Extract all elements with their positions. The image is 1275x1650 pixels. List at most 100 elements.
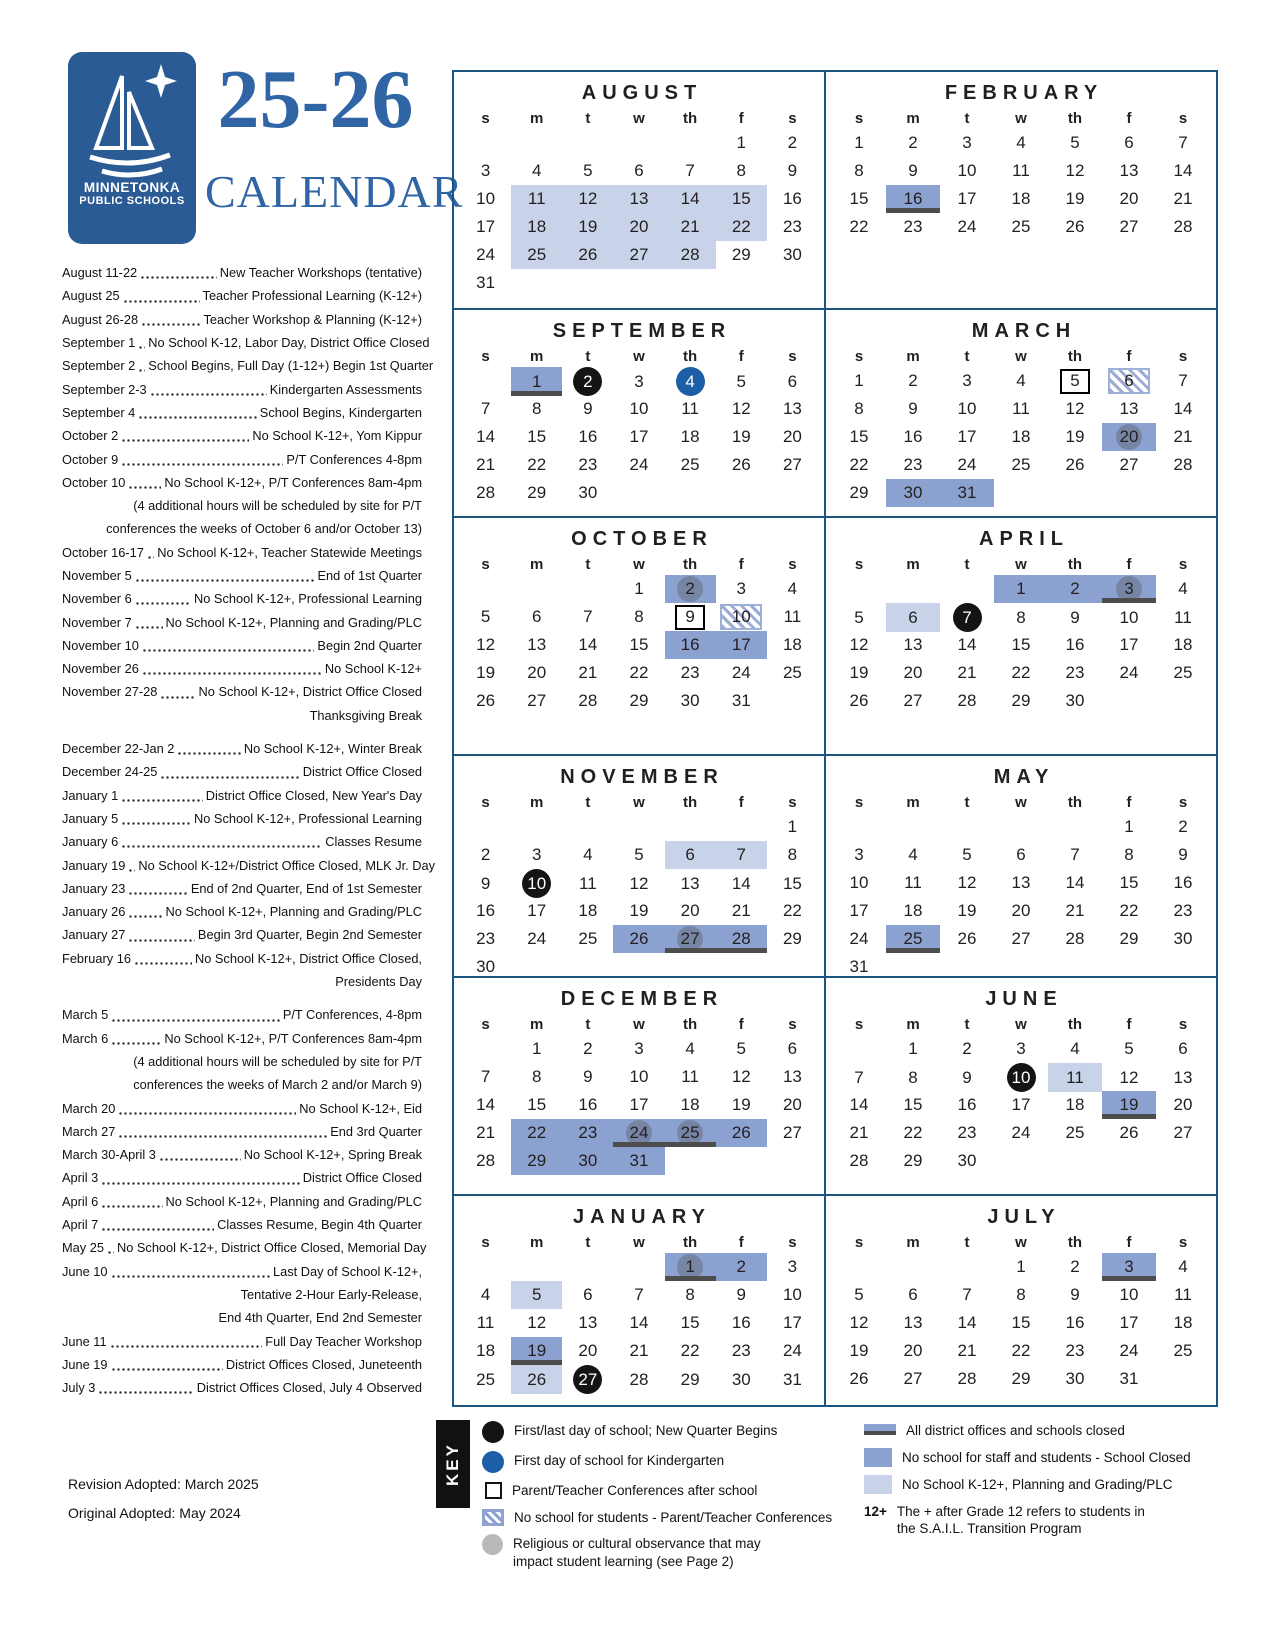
calendar-day: 10 — [613, 1063, 664, 1091]
event-leader-dots — [141, 307, 201, 331]
calendar-day: 25 — [562, 925, 613, 953]
calendar-day: 23 — [940, 1119, 994, 1147]
day-number: 19 — [849, 1341, 869, 1360]
day-number: 31 — [849, 957, 869, 976]
day-number: 7 — [854, 1067, 864, 1087]
calendar-day: 13 — [1156, 1063, 1210, 1092]
day-number: 31 — [1119, 1369, 1139, 1388]
weekday-header: t — [585, 1016, 591, 1033]
calendar-day: 11 — [994, 157, 1048, 185]
calendar-day: 20 — [1102, 423, 1156, 451]
weekday-header: w — [633, 110, 645, 127]
calendar-day: 19 — [1048, 423, 1102, 451]
event-leader-dots — [101, 1166, 300, 1190]
event-description: No School K-12+, Teacher Statewide Meeti… — [157, 544, 422, 560]
event-line: March 30-April 3 No School K-12+, Spring … — [62, 1142, 422, 1167]
weekday-header: t — [964, 348, 970, 365]
calendar-day: 27 — [1102, 451, 1156, 479]
day-number: 2 — [1178, 817, 1188, 836]
calendar-day: 11 — [460, 1309, 511, 1337]
weekday-header: f — [1126, 556, 1132, 573]
calendar-week-row: 17 18 19 20 21 22 23 — [832, 897, 1210, 925]
day-number: 15 — [1119, 873, 1139, 892]
event-description: District Office Closed — [302, 764, 422, 780]
calendar-day: 6 — [664, 841, 716, 869]
calendar-day — [716, 269, 767, 297]
calendar-day: 12 — [1048, 157, 1102, 185]
day-number: 15 — [680, 1313, 700, 1332]
day-number: 25 — [1173, 1341, 1193, 1360]
day-number: 24 — [731, 663, 751, 682]
calendar-week-row: 15 16 17 18 19 20 21 — [832, 185, 1210, 213]
calendar-day: 20 — [767, 423, 818, 451]
day-number: 9 — [908, 399, 918, 418]
calendar-week-row: 1 2 3 4 5 6 — [832, 1035, 1210, 1063]
day-number: 22 — [782, 901, 802, 920]
calendar-day: 7 — [460, 1063, 511, 1091]
calendar-day: 11 — [1156, 1281, 1210, 1309]
day-number: 31 — [629, 1151, 649, 1170]
calendar-week-row: 3 4 5 6 7 8 9 — [460, 157, 818, 185]
day-number: 25 — [1173, 663, 1193, 682]
calendar-day: 10 — [940, 395, 994, 423]
calendar-day: 9 — [1048, 603, 1102, 632]
day-number: 19 — [957, 901, 977, 920]
day-number: 25 — [903, 929, 923, 948]
calendar-day: 15 — [511, 423, 562, 451]
day-number: 20 — [1011, 901, 1031, 920]
calendar-day — [1048, 813, 1102, 841]
month-april: APRIL s m t w th f s 1 2 3 4 5 6 7 8 9 10 11 12 13 14 15 16 17 18… — [826, 518, 1216, 756]
calendar-day: 6 — [886, 1281, 940, 1309]
day-number: 23 — [957, 1123, 977, 1142]
day-number: 2 — [573, 367, 603, 396]
calendar-day — [511, 1253, 562, 1281]
day-number: 29 — [731, 245, 751, 264]
day-number: 26 — [1065, 217, 1085, 236]
event-date: November 26 — [62, 661, 139, 677]
day-number: 26 — [849, 1369, 869, 1388]
calendar-day: 20 — [1156, 1091, 1210, 1119]
calendar-day: 19 — [1048, 185, 1102, 213]
calendar-week-row: 14 15 16 17 18 19 20 — [832, 1091, 1210, 1119]
calendar-day — [511, 575, 562, 603]
day-number: 6 — [1108, 368, 1150, 394]
event-description: Teacher Professional Learning (K-12+) — [202, 288, 422, 304]
weekday-header: s — [1178, 110, 1188, 127]
calendar-day: 14 — [460, 1091, 511, 1119]
weekday-header: s — [481, 794, 490, 811]
day-number: 10 — [1119, 1285, 1139, 1304]
day-number: 11 — [681, 1067, 699, 1086]
day-number: 7 — [1178, 371, 1188, 390]
day-number: 11 — [681, 399, 699, 418]
calendar-week-row: 23 24 25 26 27 28 29 — [460, 925, 818, 953]
calendar-day: 14 — [664, 185, 716, 213]
weekday-header: t — [585, 556, 591, 573]
day-number: 24 — [527, 929, 547, 948]
calendar-day: 20 — [613, 213, 665, 241]
calendar-day: 18 — [994, 185, 1048, 213]
calendar-day: 12 — [716, 1063, 767, 1091]
event-date: November 5 — [62, 568, 132, 583]
calendar-day: 29 — [1102, 925, 1156, 953]
day-number: 29 — [629, 691, 649, 710]
calendar-day: 8 — [994, 1281, 1048, 1309]
calendar-day: 14 — [1156, 157, 1210, 185]
day-number: 17 — [1011, 1095, 1031, 1114]
event-line: January 6 Classes Resume — [62, 830, 422, 854]
event-description: New Teacher Workshops (tentative) — [219, 265, 422, 281]
day-number: 27 — [903, 691, 923, 710]
day-number: 21 — [1065, 901, 1085, 920]
calendar-day — [613, 129, 664, 157]
event-leader-dots — [158, 1142, 241, 1167]
calendar-day: 22 — [665, 1337, 716, 1365]
day-number: 27 — [629, 245, 649, 264]
day-number: 15 — [527, 1095, 547, 1114]
day-number: 24 — [782, 1341, 802, 1360]
day-number: 5 — [531, 1285, 542, 1304]
day-number: 5 — [854, 1285, 864, 1304]
calendar-day: 6 — [1156, 1035, 1210, 1063]
calendar-day: 1 — [832, 129, 886, 157]
calendar-day: 7 — [940, 603, 994, 632]
calendar-day: 27 — [1156, 1119, 1210, 1147]
